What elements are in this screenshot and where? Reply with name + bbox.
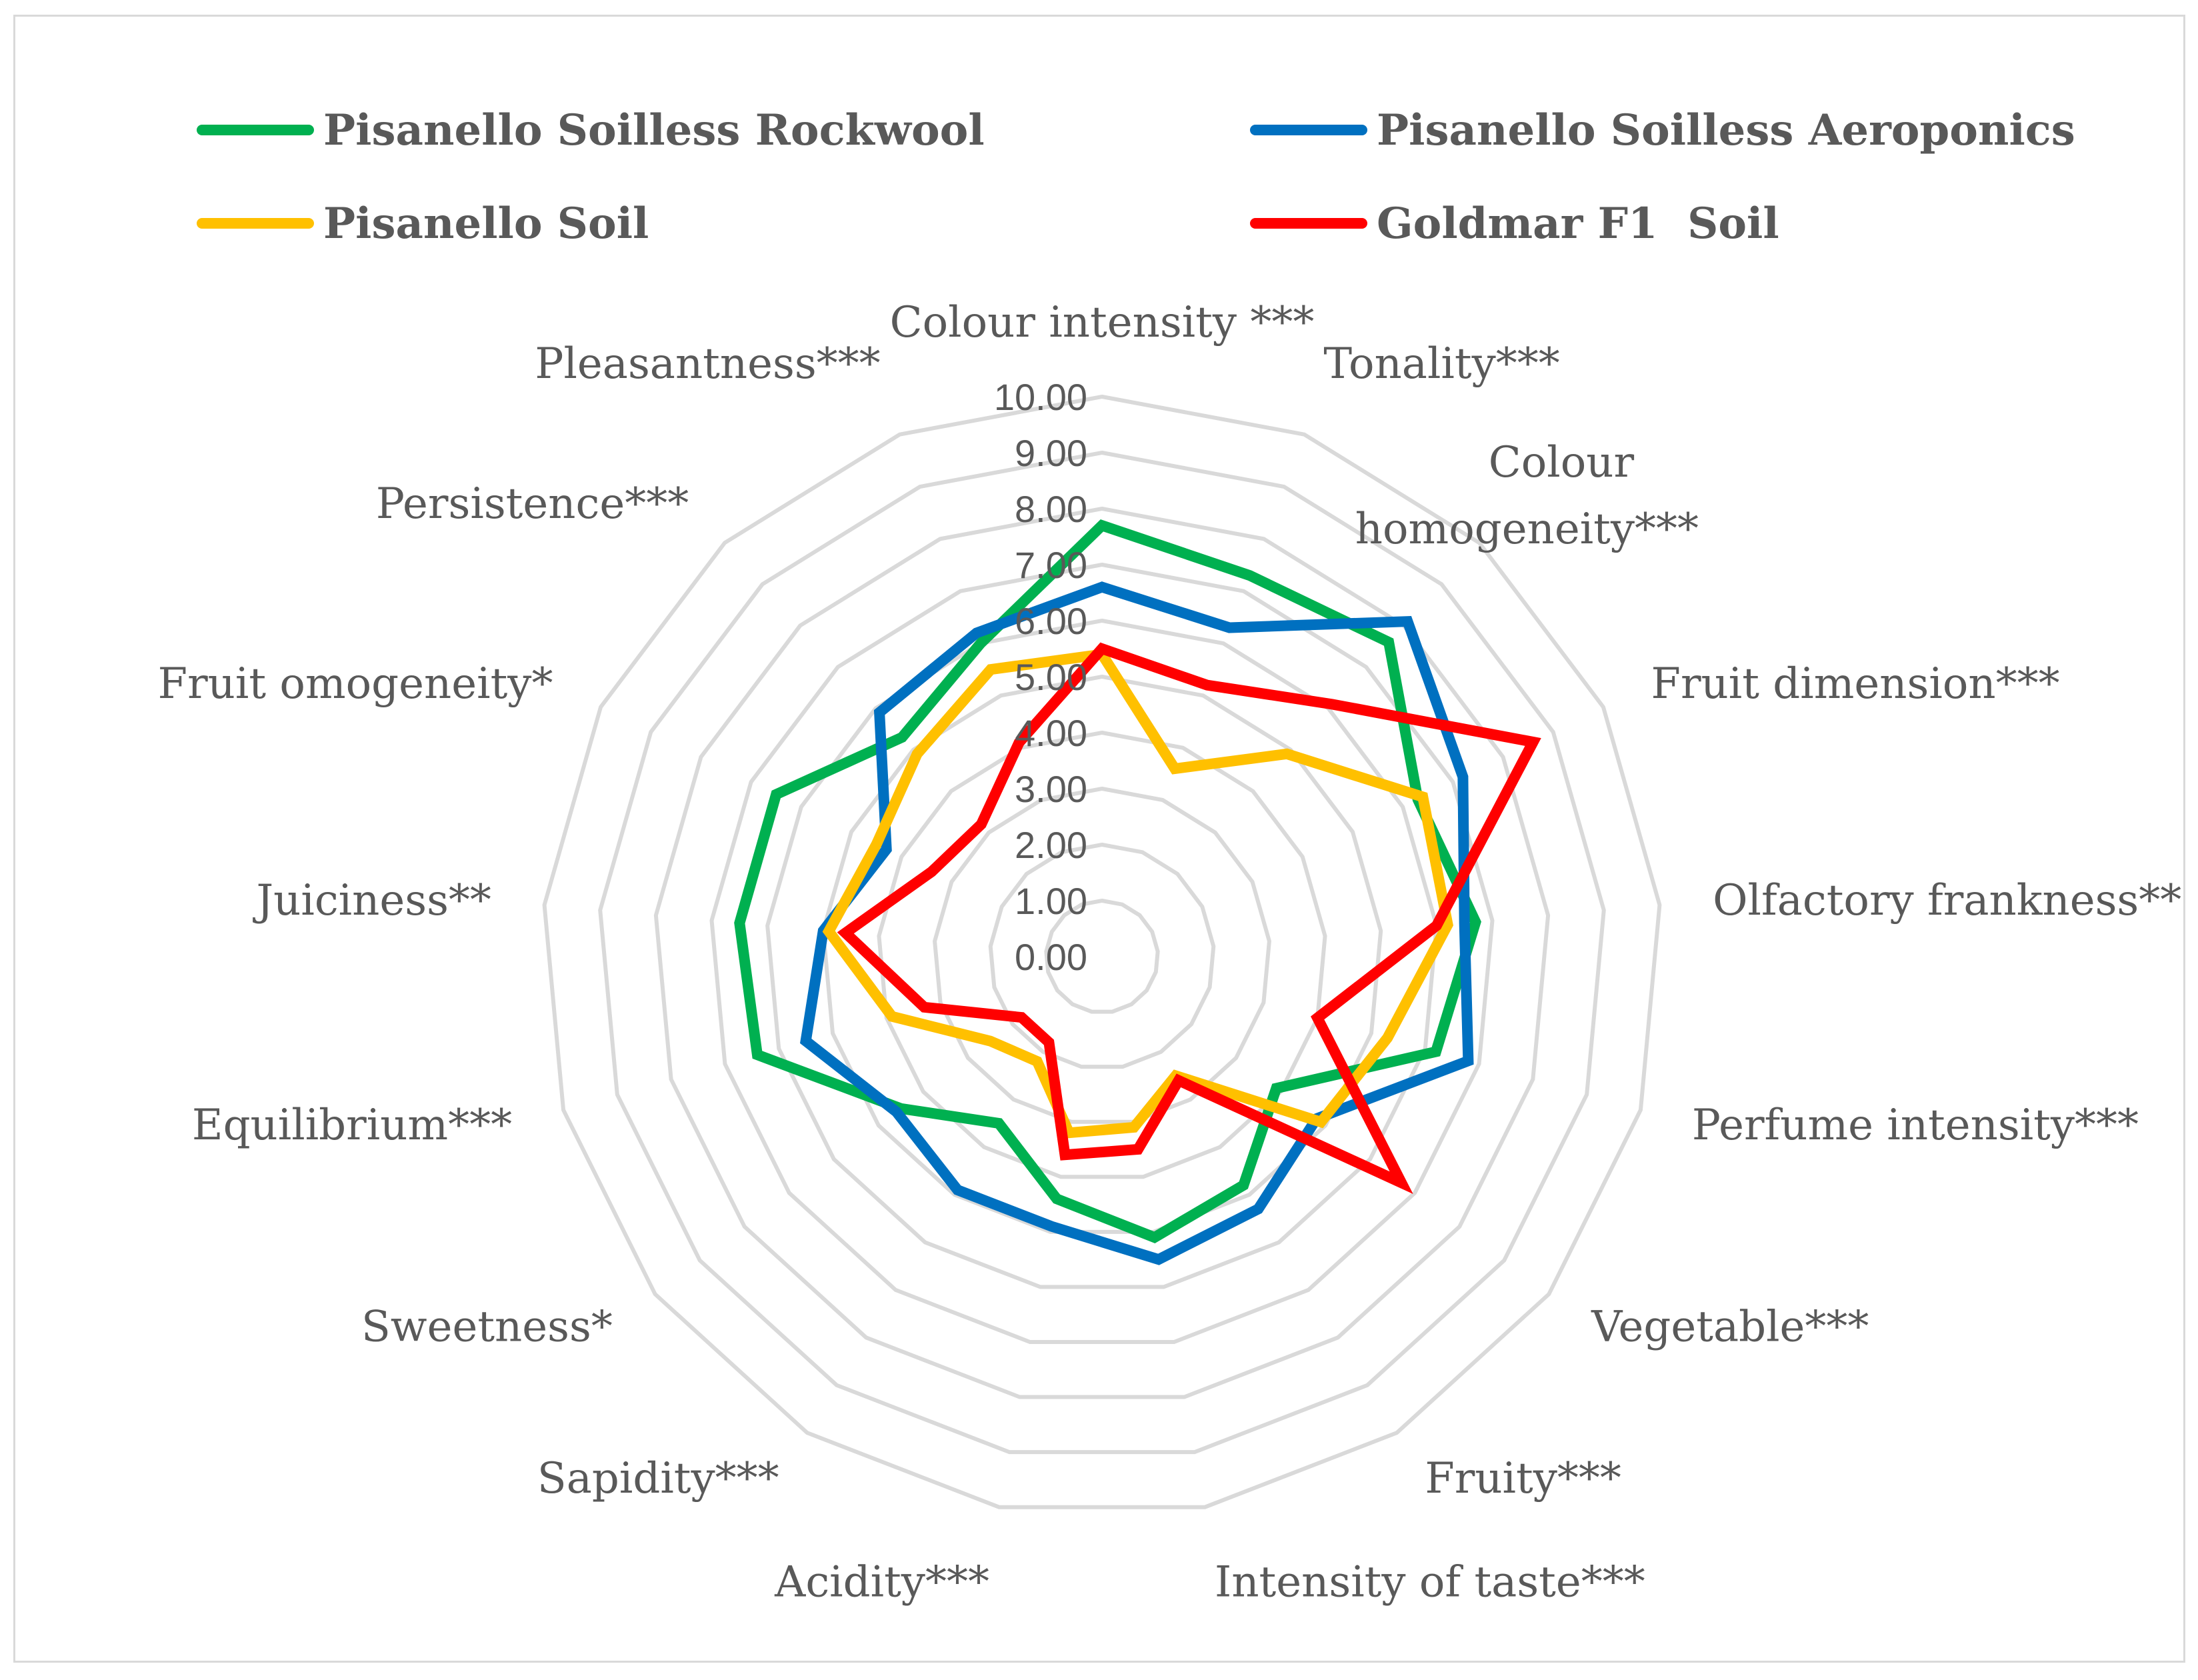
axis-label: Tonality*** — [1323, 339, 1559, 389]
axis-label: Juiciness** — [252, 876, 491, 925]
grid-ring — [988, 842, 1216, 1069]
grid-ring — [709, 562, 1495, 1344]
series-line-2 — [822, 648, 1453, 1139]
axis-label: Sweetness* — [361, 1302, 613, 1351]
legend-label: Pisanello Soilless Rockwool — [323, 105, 985, 155]
axis-label: Vegetable*** — [1591, 1302, 1869, 1351]
tick-label: 5.00 — [1015, 656, 1087, 698]
chart-frame: 0.00 1.00 2.00 3.00 4.00 5.00 6.00 7.00 8.00 9.00… — [13, 15, 2185, 1663]
tick-label: 9.00 — [1015, 432, 1087, 474]
tick-label: 3.00 — [1015, 768, 1087, 810]
axis-label: Perfume intensity*** — [1692, 1101, 2139, 1150]
axis-label: Fruit omogeneity* — [158, 659, 553, 709]
tick-label: 6.00 — [1015, 600, 1087, 642]
axis-label: Acidity*** — [774, 1557, 989, 1607]
series-lines — [734, 519, 1541, 1265]
grid-ring — [877, 730, 1327, 1179]
axis-label: Persistence*** — [376, 479, 689, 529]
legend-label: Pisanello Soil — [323, 199, 649, 249]
tick-label: 2.00 — [1015, 824, 1087, 866]
radar-chart: 0.00 1.00 2.00 3.00 4.00 5.00 6.00 7.00 8.00 9.00… — [158, 105, 2182, 1607]
grid-ring — [542, 394, 1662, 1509]
grid-ring — [933, 786, 1271, 1124]
series-line-0 — [734, 519, 1481, 1243]
grid-ring — [821, 674, 1383, 1234]
legend-item-soil: Pisanello Soil — [197, 199, 649, 249]
tick-label: 8.00 — [1015, 488, 1087, 530]
legend-item-rockwool: Pisanello Soilless Rockwool — [197, 105, 985, 155]
axis-label: Fruity*** — [1425, 1454, 1621, 1503]
axis-label: Fruit dimension*** — [1651, 659, 2060, 709]
legend: Pisanello Soilless Rockwool Pisanello So… — [197, 105, 2075, 249]
radial-tick-labels: 0.00 1.00 2.00 3.00 4.00 5.00 6.00 7.00 8.00 9.00… — [994, 376, 1087, 978]
axis-label: Pleasantness*** — [535, 339, 880, 389]
tick-label: 0.00 — [1015, 936, 1087, 978]
legend-label: Pisanello Soilless Aeroponics — [1377, 105, 2075, 155]
axis-label: Intensity of taste*** — [1215, 1557, 1645, 1607]
legend-item-goldmar: Goldmar F1 Soil — [1250, 199, 1779, 249]
series-line-3 — [837, 642, 1541, 1195]
tick-label: 7.00 — [1015, 544, 1087, 586]
tick-label: 4.00 — [1015, 712, 1087, 754]
tick-label: 10.00 — [994, 376, 1087, 418]
axis-label: Sapidity*** — [537, 1454, 779, 1503]
axis-label: Colour intensity *** — [890, 298, 1315, 347]
axis-labels: Colour intensity ***Tonality*** Colour hom… — [158, 298, 2182, 1607]
tick-label: 1.00 — [1015, 880, 1087, 922]
grid-ring — [1044, 898, 1160, 1014]
legend-item-aeroponics: Pisanello Soilless Aeroponics — [1250, 105, 2075, 155]
axis-label: Colour homogeneity*** — [1355, 438, 1699, 554]
axis-label: Equilibrium*** — [192, 1101, 512, 1150]
grid — [542, 394, 1662, 1509]
grid-ring — [598, 450, 1606, 1455]
axis-label: Olfactory frankness** — [1713, 876, 2181, 925]
legend-label: Goldmar F1 Soil — [1377, 199, 1779, 249]
